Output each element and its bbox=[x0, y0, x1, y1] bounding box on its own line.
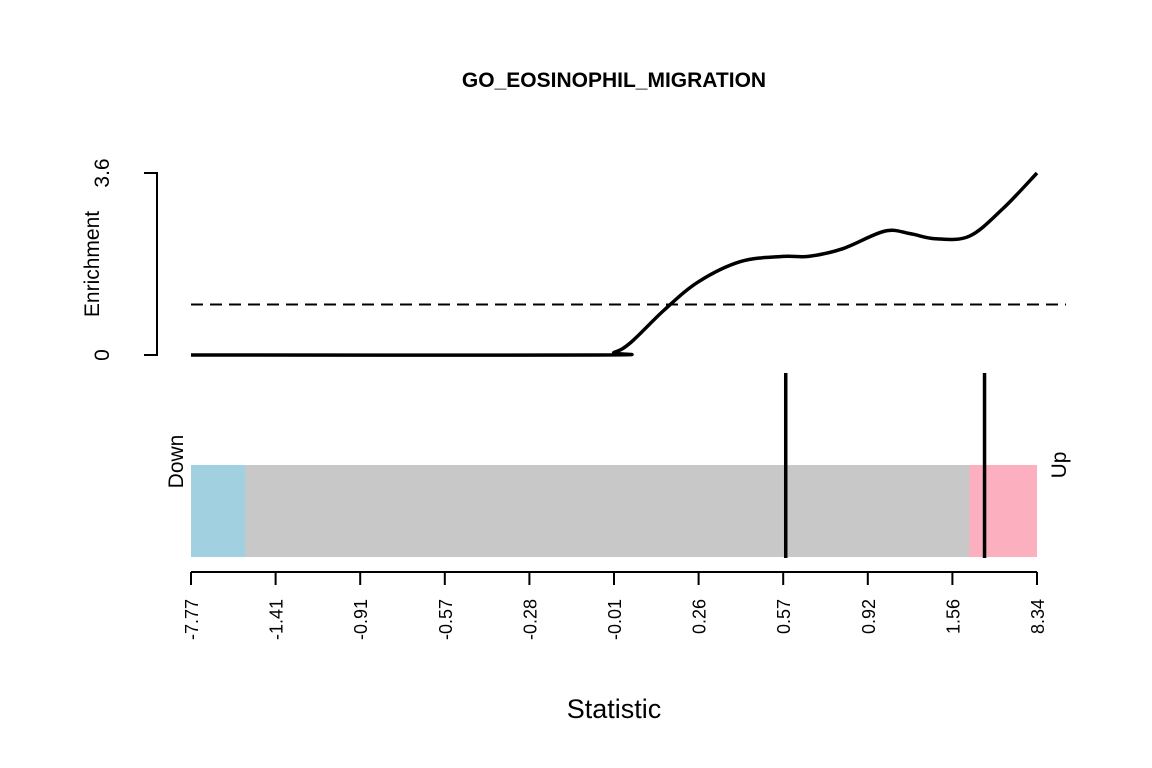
barcode-neutral-region bbox=[191, 465, 1037, 557]
x-tick-label: -0.01 bbox=[605, 599, 625, 640]
barcode-down-region bbox=[191, 465, 246, 557]
x-tick-label: 0.26 bbox=[690, 599, 710, 634]
x-ticks: -7.77 -1.41 -0.91 -0.57 -0.28 -0.01 0.26 0.57 0.… bbox=[182, 572, 1048, 640]
x-tick-label: -0.57 bbox=[436, 599, 456, 640]
x-tick-label: 0.57 bbox=[774, 599, 794, 634]
x-tick-label: 8.34 bbox=[1028, 599, 1048, 634]
gene-lines bbox=[783, 373, 987, 558]
x-tick-label: -1.41 bbox=[267, 599, 287, 640]
up-label: Up bbox=[1048, 452, 1071, 479]
y-tick-label: 3.6 bbox=[91, 158, 114, 187]
enrichment-axis-label: Enrichment bbox=[81, 211, 104, 317]
barcode-up-region bbox=[969, 465, 1037, 557]
enrichment-panel: 03.6 Enrichment bbox=[81, 158, 1066, 361]
x-tick-label: -0.91 bbox=[351, 599, 371, 640]
enrichment-curve bbox=[190, 171, 1039, 357]
down-label: Down bbox=[165, 435, 188, 489]
chart-title: GO_EOSINOPHIL_MIGRATION bbox=[462, 69, 766, 92]
y-tick-label: 0 bbox=[91, 349, 114, 361]
x-axis-label: Statistic bbox=[567, 694, 662, 724]
x-tick-label: -0.28 bbox=[520, 599, 540, 640]
x-tick-label: 1.56 bbox=[943, 599, 963, 634]
x-tick-label: 0.92 bbox=[859, 599, 879, 634]
x-axis: -7.77 -1.41 -0.91 -0.57 -0.28 -0.01 0.26 0.57 0.… bbox=[182, 571, 1048, 724]
enrichment-y-ticks: 03.6 bbox=[91, 158, 114, 360]
barcode-panel: Down Up bbox=[165, 373, 1071, 558]
enrichment-y-axis bbox=[144, 172, 158, 356]
x-tick-label: -7.77 bbox=[182, 599, 202, 640]
